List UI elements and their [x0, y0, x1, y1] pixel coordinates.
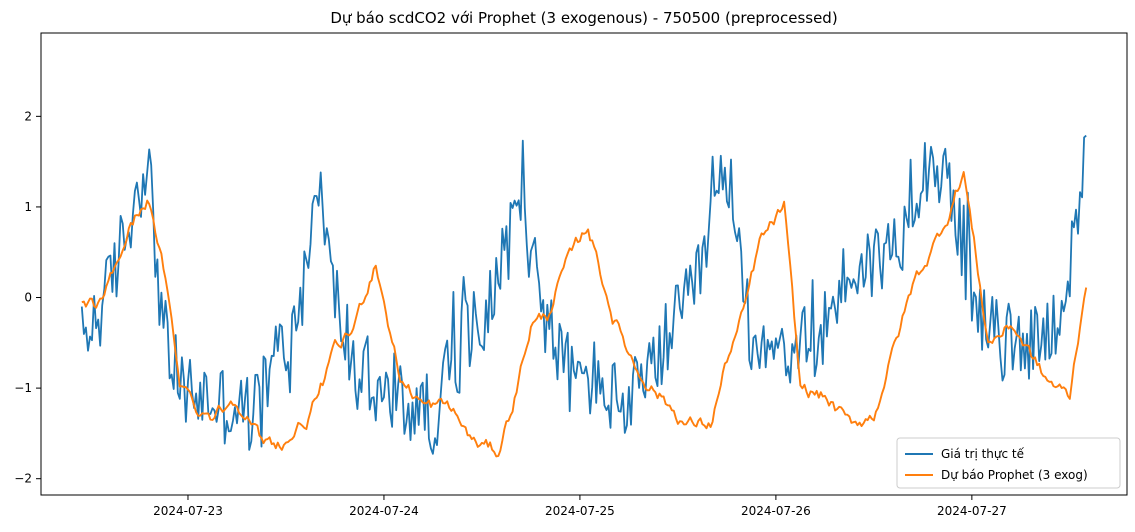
legend-box [896, 437, 1121, 489]
y-axis: −2 −1 0 1 2 [14, 109, 41, 486]
plot-frame [40, 32, 1128, 496]
x-tick-label: 2024-07-24 [349, 504, 419, 518]
series-line-actual [80, 134, 1087, 455]
y-tick-label: −1 [14, 381, 32, 395]
legend-label: Giá trị thực tế [941, 447, 1025, 461]
y-tick-label: 1 [24, 200, 32, 214]
x-tick-label: 2024-07-25 [545, 504, 615, 518]
x-tick-label: 2024-07-26 [741, 504, 811, 518]
series-layer [80, 134, 1088, 458]
y-tick-label: 0 [24, 291, 32, 305]
x-tick-label: 2024-07-23 [153, 504, 223, 518]
y-tick-label: 2 [24, 109, 32, 123]
x-tick-label: 2024-07-27 [937, 504, 1007, 518]
legend-label: Dự báo Prophet (3 exog) [941, 468, 1088, 482]
x-axis: 2024-07-23 2024-07-24 2024-07-25 2024-07-26… [153, 495, 1007, 518]
series-line-forecast [81, 171, 1088, 458]
legend: Giá trị thực tế Dự báo Prophet (3 exog) [896, 437, 1121, 489]
chart-title: Dự báo scdCO2 với Prophet (3 exogenous) … [330, 9, 837, 27]
y-tick-label: −2 [14, 472, 32, 486]
